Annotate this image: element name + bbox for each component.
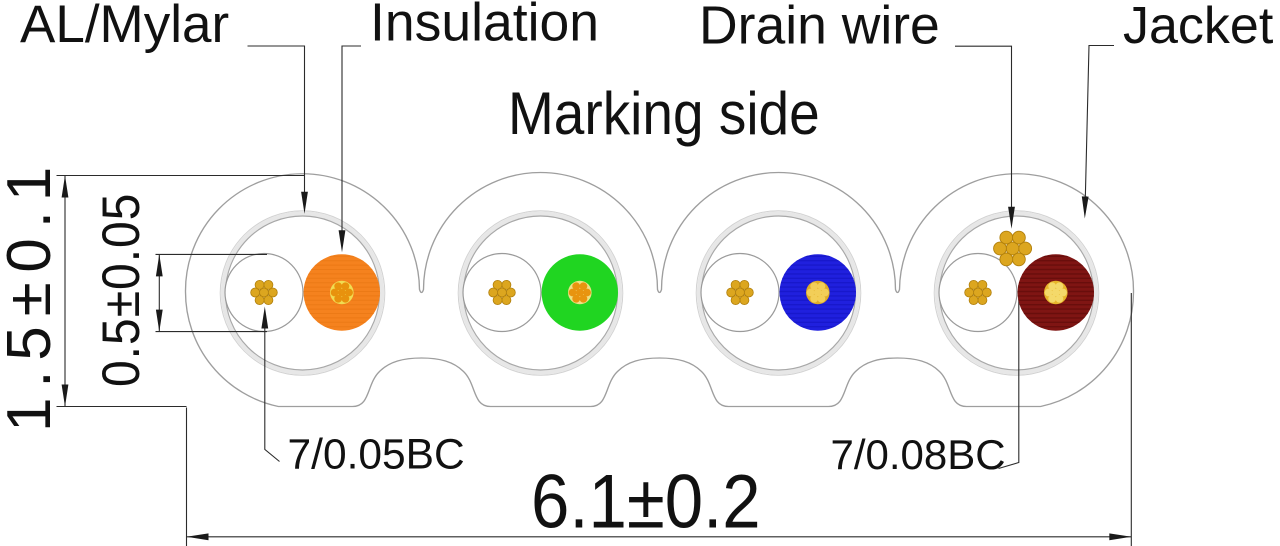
svg-text:6.1±0.2: 6.1±0.2 [531,459,761,544]
svg-text:Insulation: Insulation [370,0,599,53]
svg-text:AL/Mylar: AL/Mylar [20,0,229,54]
svg-text:Drain wire: Drain wire [699,0,940,56]
svg-text:7/0.05BC: 7/0.05BC [288,432,465,479]
svg-text:0.5±0.05: 0.5±0.05 [91,193,151,387]
svg-text:Marking side: Marking side [508,81,820,148]
svg-text:Jacket: Jacket [1123,0,1274,55]
svg-text:1.5±0.1: 1.5±0.1 [0,157,64,432]
svg-text:7/0.08BC: 7/0.08BC [831,431,1006,478]
